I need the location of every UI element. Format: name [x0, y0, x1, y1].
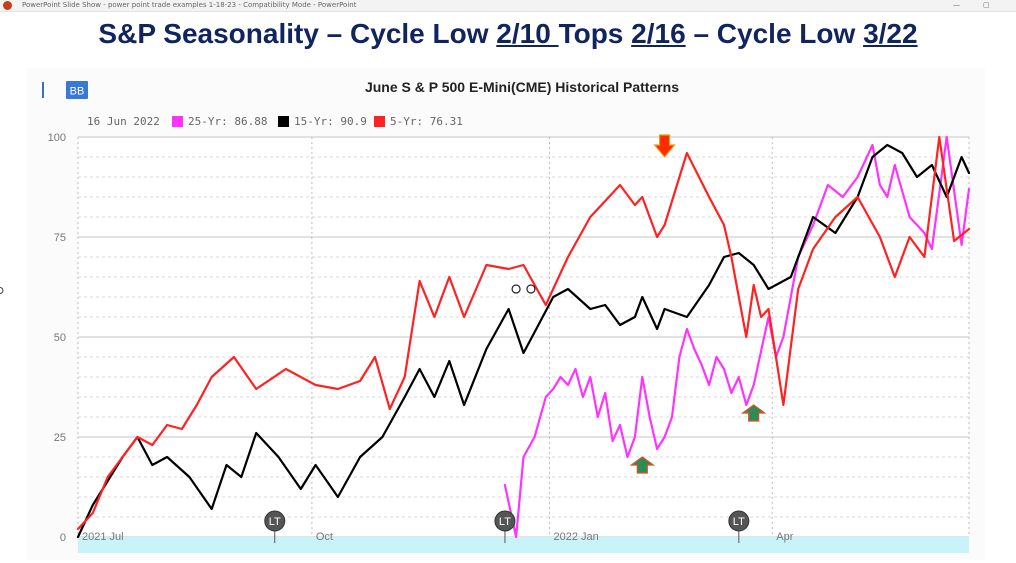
- y-tick-label: 0: [60, 532, 66, 544]
- powerpoint-icon: [3, 1, 12, 10]
- window-title: PowerPoint Slide Show - power point trad…: [22, 1, 357, 9]
- circle-marker: [526, 284, 536, 294]
- slide-title-date-cycle-low: 2/10: [496, 18, 559, 49]
- lt-badge-label: LT: [269, 516, 281, 528]
- x-tick-label: Apr: [776, 531, 793, 543]
- legend-entry-label: 15-Yr: 90.9: [294, 115, 367, 128]
- lt-badge-circle: [264, 510, 286, 532]
- slide-title-date-top: 2/16: [631, 18, 686, 49]
- y-tick-label: 75: [54, 232, 66, 244]
- x-axis-band: [78, 537, 969, 553]
- legend-swatch: [172, 116, 183, 127]
- up-arrow-icon: [740, 404, 767, 422]
- slide-title-date-cycle-low-2: 3/22: [863, 18, 918, 49]
- series-line-25-yr: [503, 135, 971, 539]
- slide-title-part: S&P Seasonality – Cycle Low: [98, 18, 497, 49]
- legend-swatch: [278, 116, 289, 127]
- lt-badge-circle: [728, 510, 750, 532]
- x-tick-label: Oct: [316, 531, 333, 543]
- lt-badge-label: LT: [499, 516, 511, 528]
- legend-entry-label: 25-Yr: 86.88: [188, 115, 267, 128]
- chart-title: June S & P 500 E-Mini(CME) Historical Pa…: [365, 79, 679, 95]
- lt-badge-circle: [494, 510, 516, 532]
- lt-badge-label: LT: [733, 516, 745, 528]
- y-tick-label: 25: [54, 432, 66, 444]
- slide-title-part: Tops: [558, 18, 632, 49]
- circle-marker: [511, 284, 521, 294]
- slide-title-part: – Cycle Low: [685, 18, 864, 49]
- x-tick-label: 2021 Jul: [82, 531, 124, 543]
- window-titlebar: PowerPoint Slide Show - power point trad…: [0, 0, 1016, 12]
- bb-badge: BB: [70, 86, 85, 98]
- restore-button[interactable]: ▢: [983, 1, 990, 9]
- series-line-15-yr: [76, 143, 971, 539]
- y-tick-label: 100: [48, 132, 66, 144]
- legend-entry-label: 5-Yr: 76.31: [390, 115, 463, 128]
- header-accent-bar: [42, 82, 44, 98]
- slide-edge-marker: [0, 287, 4, 294]
- legend-date: 16 Jun 2022: [87, 115, 160, 128]
- legend-swatch: [374, 116, 385, 127]
- minimize-button[interactable]: —: [953, 1, 960, 9]
- slide-title: S&P Seasonality – Cycle Low 2/10 Tops 2/…: [0, 18, 1016, 50]
- series-line-5-yr: [76, 135, 971, 531]
- bb-badge-box: [66, 81, 88, 99]
- x-tick-label: 2022 Jan: [553, 531, 598, 543]
- up-arrow-icon: [629, 456, 656, 474]
- down-arrow-icon: [653, 134, 676, 158]
- y-tick-label: 50: [54, 332, 66, 344]
